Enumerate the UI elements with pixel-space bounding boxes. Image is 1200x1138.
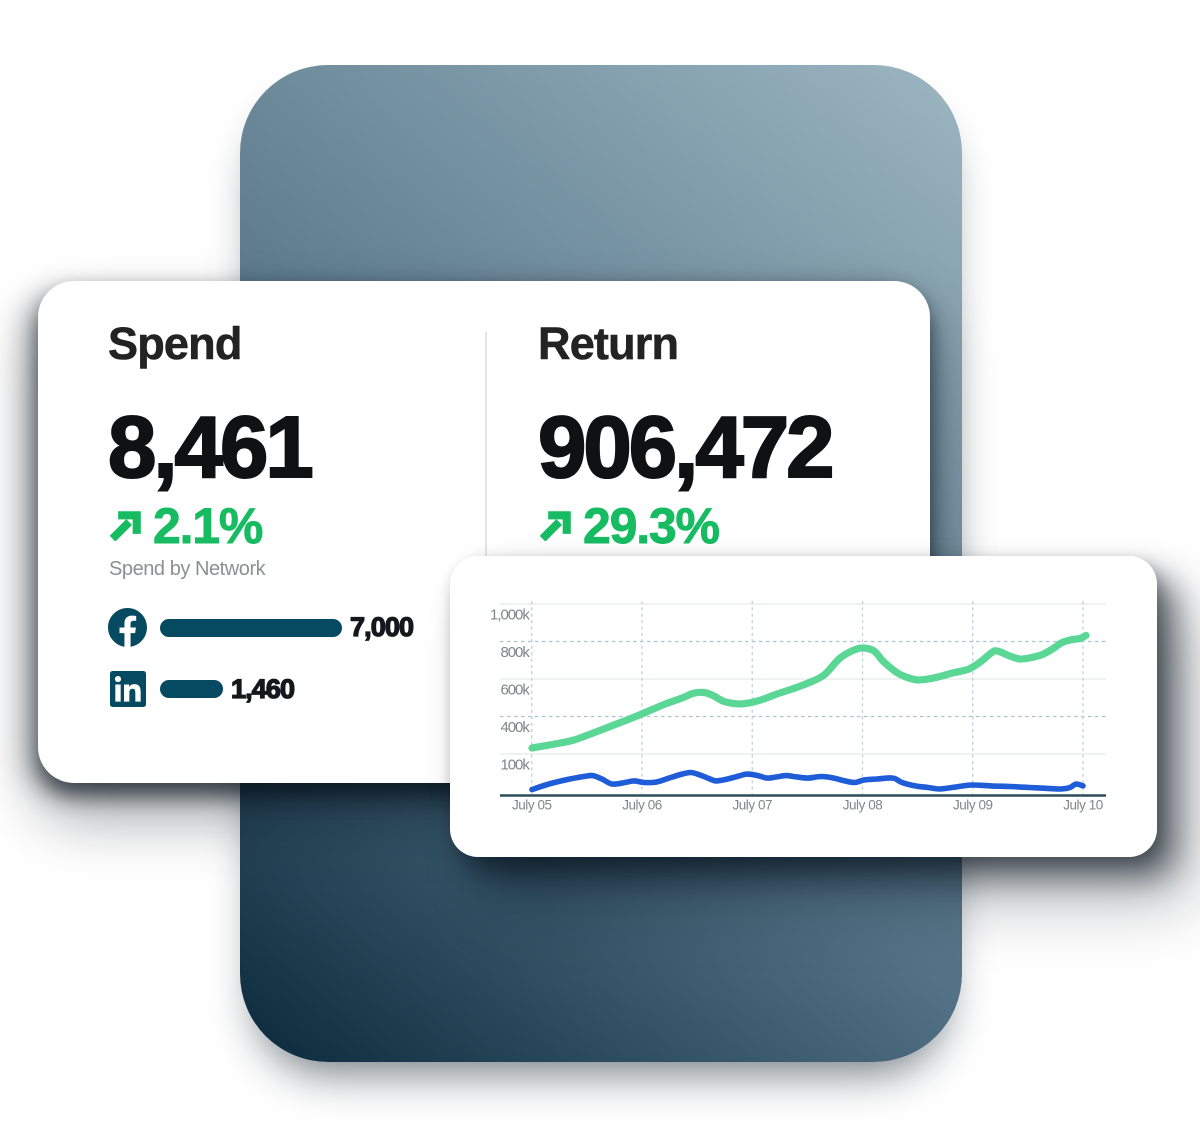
facebook-row: 7,000 xyxy=(108,608,415,647)
return-delta: 29.3% xyxy=(540,497,721,555)
x-tick-label: July 09 xyxy=(953,798,993,813)
linkedin-row: 1,460 xyxy=(108,671,296,707)
facebook-icon xyxy=(108,608,147,647)
return-delta-value: 29.3% xyxy=(583,498,721,555)
spend-delta-value: 2.1% xyxy=(153,498,264,555)
line-chart: 1,000k 800k 600k 400k 100k July 05 July 06 July… xyxy=(490,601,1106,813)
linkedin-bar xyxy=(160,680,223,698)
return-title: Return xyxy=(538,318,680,370)
y-tick-label: 800k xyxy=(500,644,530,661)
y-tick-label: 400k xyxy=(500,719,530,736)
return-value: 906,472 xyxy=(537,398,836,497)
y-tick-label: 600k xyxy=(500,681,530,698)
x-tick-label: July 08 xyxy=(843,798,883,813)
spend-title: Spend xyxy=(108,318,243,370)
x-tick-label: July 10 xyxy=(1063,798,1103,813)
facebook-bar xyxy=(160,618,342,637)
chart-card: 1,000k 800k 600k 400k 100k July 05 July 06 July… xyxy=(450,556,1157,857)
spend-breakdown-label: Spend by Network xyxy=(109,558,266,580)
x-tick-label: July 07 xyxy=(732,798,772,813)
trend-up-arrow-icon xyxy=(110,511,141,541)
x-tick-label: July 05 xyxy=(512,798,552,813)
facebook-value: 7,000 xyxy=(349,611,414,642)
stats-card: Spend 8,461 2.1% Spend by Network 7,000 xyxy=(38,281,930,783)
spend-delta: 2.1% xyxy=(110,497,264,555)
linkedin-icon xyxy=(110,671,146,707)
series-line-return xyxy=(528,631,1090,752)
series-line-spend xyxy=(529,769,1086,793)
y-tick-label: 1,000k xyxy=(490,606,530,623)
spend-value: 8,461 xyxy=(107,398,315,497)
x-tick-label: July 06 xyxy=(622,798,662,813)
y-tick-label: 100k xyxy=(500,756,530,773)
trend-up-arrow-icon xyxy=(540,511,571,541)
linkedin-value: 1,460 xyxy=(230,673,295,704)
